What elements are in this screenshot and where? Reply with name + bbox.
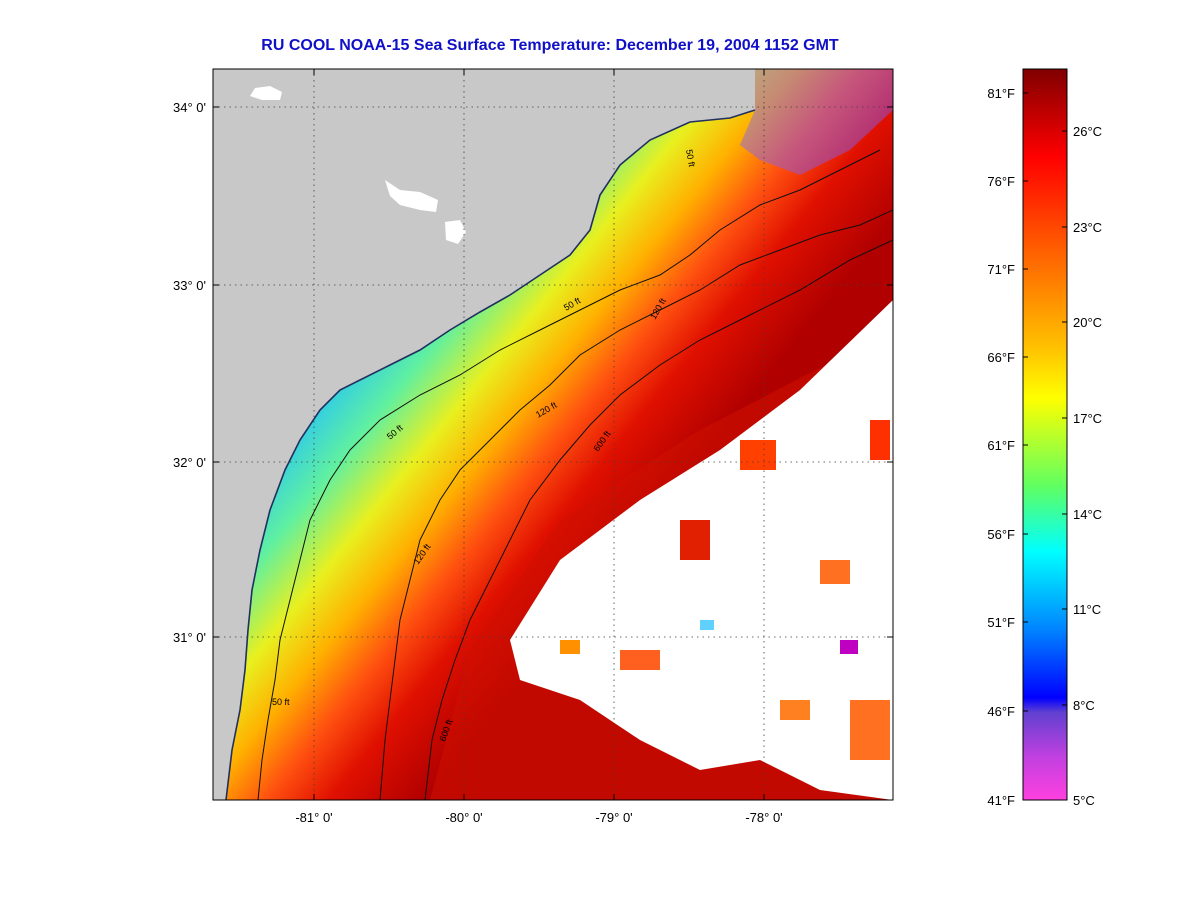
lon-label: -79° 0' bbox=[595, 810, 632, 825]
graticule bbox=[213, 69, 893, 800]
lat-label: 34° 0' bbox=[173, 100, 206, 115]
colorbar-celsius-labels: 26°C 23°C 20°C 17°C 14°C 11°C 8°C 5°C bbox=[1073, 124, 1102, 808]
isobath-label: 50 ft bbox=[272, 697, 290, 707]
colorbar-f-label: 61°F bbox=[987, 438, 1015, 453]
colorbar-f-label: 76°F bbox=[987, 174, 1015, 189]
colorbar-c-label: 11°C bbox=[1073, 602, 1101, 617]
colorbar bbox=[1022, 68, 1068, 801]
colorbar-c-label: 20°C bbox=[1073, 315, 1102, 330]
colorbar-f-label: 71°F bbox=[987, 262, 1015, 277]
isobath-600ft bbox=[424, 239, 893, 800]
colorbar-c-label: 26°C bbox=[1073, 124, 1102, 139]
cold-water-streaks bbox=[740, 69, 893, 175]
map-frame bbox=[212, 68, 894, 801]
coastline bbox=[225, 109, 756, 800]
colorbar-c-label: 17°C bbox=[1073, 411, 1102, 426]
lat-label: 31° 0' bbox=[173, 630, 206, 645]
colorbar-f-label: 66°F bbox=[987, 350, 1015, 365]
lon-label: -81° 0' bbox=[295, 810, 332, 825]
lat-label: 33° 0' bbox=[173, 278, 206, 293]
cloud-edge-speckles bbox=[560, 420, 890, 760]
colorbar-ticks bbox=[1023, 92, 1067, 712]
map-title: RU COOL NOAA-15 Sea Surface Temperature:… bbox=[261, 37, 839, 54]
colorbar-f-label: 81°F bbox=[987, 86, 1015, 101]
axis-ticks bbox=[213, 69, 893, 800]
colorbar-c-label: 8°C bbox=[1073, 698, 1095, 713]
inland-lake bbox=[385, 180, 438, 212]
lon-label: -78° 0' bbox=[745, 810, 782, 825]
colorbar-f-label: 51°F bbox=[987, 615, 1015, 630]
inland-lake bbox=[250, 86, 282, 100]
isobath-120ft bbox=[379, 209, 893, 800]
colorbar-c-label: 23°C bbox=[1073, 220, 1102, 235]
lon-label: -80° 0' bbox=[445, 810, 482, 825]
colorbar-f-label: 56°F bbox=[987, 527, 1015, 542]
isobath-label: 50 ft bbox=[684, 149, 697, 168]
inland-lake bbox=[445, 220, 466, 244]
map-plot-area bbox=[213, 69, 893, 800]
lat-label: 32° 0' bbox=[173, 455, 206, 470]
colorbar-c-label: 5°C bbox=[1073, 793, 1095, 808]
isobath-50ft bbox=[257, 149, 881, 800]
land-mass bbox=[213, 69, 755, 800]
colorbar-fahrenheit-labels: 81°F 76°F 71°F 66°F 61°F 56°F 51°F 46°F … bbox=[987, 86, 1015, 808]
colorbar-f-label: 46°F bbox=[987, 704, 1015, 719]
colorbar-c-label: 14°C bbox=[1073, 507, 1102, 522]
colorbar-f-label: 41°F bbox=[987, 793, 1015, 808]
